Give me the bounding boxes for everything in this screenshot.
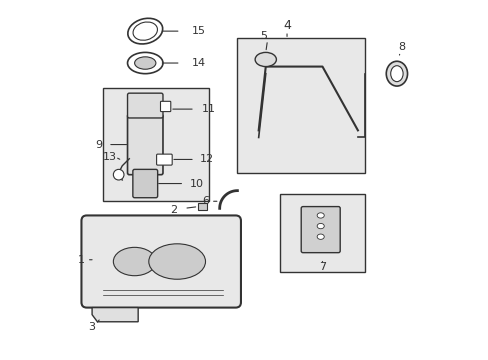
FancyBboxPatch shape: [160, 101, 170, 112]
Ellipse shape: [390, 66, 402, 82]
Text: 5: 5: [260, 31, 267, 41]
Ellipse shape: [134, 57, 156, 69]
FancyBboxPatch shape: [279, 194, 364, 272]
Text: 1: 1: [78, 255, 85, 265]
Ellipse shape: [317, 213, 324, 218]
Polygon shape: [198, 203, 207, 210]
FancyBboxPatch shape: [133, 169, 157, 198]
Text: 2: 2: [170, 205, 177, 215]
Ellipse shape: [386, 61, 407, 86]
Text: 10: 10: [189, 179, 203, 189]
Circle shape: [113, 169, 124, 180]
Text: 8: 8: [398, 42, 405, 52]
FancyBboxPatch shape: [127, 93, 163, 118]
Text: 12: 12: [200, 154, 214, 165]
Ellipse shape: [255, 53, 276, 67]
FancyBboxPatch shape: [102, 88, 209, 201]
Text: 13: 13: [102, 152, 117, 162]
Ellipse shape: [317, 234, 324, 239]
Ellipse shape: [113, 247, 156, 276]
Text: 9: 9: [96, 140, 102, 149]
Ellipse shape: [317, 224, 324, 229]
Text: 11: 11: [202, 104, 216, 114]
Ellipse shape: [148, 244, 205, 279]
Ellipse shape: [133, 22, 157, 40]
Text: 4: 4: [283, 19, 290, 32]
Polygon shape: [92, 307, 138, 322]
Text: 15: 15: [191, 26, 205, 36]
FancyBboxPatch shape: [301, 207, 340, 253]
FancyBboxPatch shape: [81, 215, 241, 307]
FancyBboxPatch shape: [237, 38, 364, 173]
FancyBboxPatch shape: [156, 154, 172, 165]
Ellipse shape: [127, 18, 163, 44]
Text: 14: 14: [191, 58, 205, 68]
Ellipse shape: [127, 53, 163, 74]
Text: 3: 3: [88, 322, 95, 332]
FancyBboxPatch shape: [127, 114, 163, 175]
Text: 7: 7: [318, 262, 325, 272]
Text: 6: 6: [202, 196, 208, 206]
